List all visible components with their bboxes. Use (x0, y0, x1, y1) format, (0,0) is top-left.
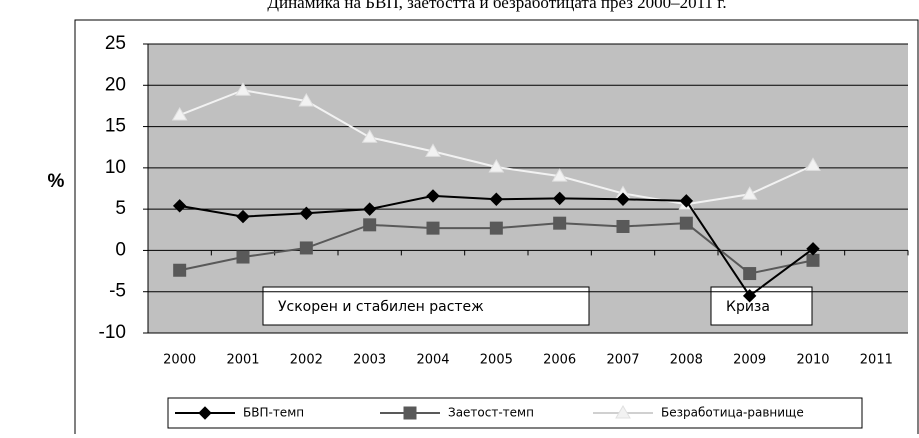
marker (488, 159, 505, 173)
marker (198, 406, 212, 420)
marker (299, 241, 313, 255)
marker (553, 216, 567, 230)
x-tick-label: 2004 (416, 353, 449, 368)
marker (363, 218, 377, 232)
y-tick-label: 10 (105, 157, 126, 178)
marker (236, 209, 250, 224)
annotation-box (710, 286, 813, 326)
marker (362, 202, 377, 216)
marker (489, 192, 504, 206)
y-tick-label: 15 (105, 116, 126, 137)
marker (426, 221, 440, 235)
marker (615, 405, 631, 419)
legend-label: Безработица-равнище (661, 406, 804, 420)
marker (679, 216, 693, 230)
x-tick-label: 2001 (226, 353, 259, 368)
y-axis-label: % (48, 171, 65, 192)
legend-label: Заетост-темп (448, 406, 534, 420)
marker (235, 82, 251, 96)
y-tick-label: 5 (115, 198, 126, 219)
y-tick-label: 25 (105, 33, 126, 54)
marker (172, 199, 187, 213)
marker (403, 406, 417, 420)
x-tick-label: 2010 (796, 353, 829, 368)
marker (551, 168, 568, 182)
marker (679, 194, 694, 208)
marker (425, 143, 441, 157)
marker (805, 157, 821, 171)
x-tick-label: 2005 (480, 353, 513, 368)
y-tick-label: 0 (115, 239, 126, 260)
marker (616, 219, 630, 233)
chart-title: Динамика на БВП, заетостта и безработица… (267, 0, 726, 12)
marker (173, 263, 187, 277)
marker (742, 289, 757, 303)
y-tick-label: 20 (105, 74, 126, 95)
legend-box (167, 397, 863, 429)
y-tick-label: -5 (109, 281, 126, 302)
marker (171, 107, 188, 121)
x-tick-label: 2009 (733, 353, 766, 368)
x-tick-label: 2003 (353, 353, 386, 368)
marker (298, 92, 315, 107)
annotation: Криза (726, 299, 770, 315)
x-tick-label: 2000 (163, 353, 196, 368)
x-tick-label: 2002 (290, 353, 323, 368)
x-tick-label: 2008 (670, 353, 703, 368)
x-tick-label: 2007 (606, 353, 639, 368)
marker (489, 221, 503, 235)
marker (426, 189, 440, 203)
y-tick-label: -10 (99, 322, 126, 343)
plot-area (148, 44, 908, 333)
marker (236, 250, 250, 264)
annotation: Ускорен и стабилен растеж (278, 299, 484, 315)
marker (361, 129, 378, 143)
marker (552, 191, 567, 206)
x-tick-label: 2006 (543, 353, 576, 368)
annotation-box (262, 286, 590, 326)
x-tick-label: 2011 (860, 353, 893, 368)
marker (806, 242, 820, 256)
marker (806, 253, 820, 267)
legend-label: БВП-темп (243, 406, 304, 420)
marker (616, 192, 630, 206)
chart-frame (74, 19, 919, 438)
marker (299, 206, 314, 220)
marker (743, 267, 757, 281)
marker (741, 186, 758, 200)
